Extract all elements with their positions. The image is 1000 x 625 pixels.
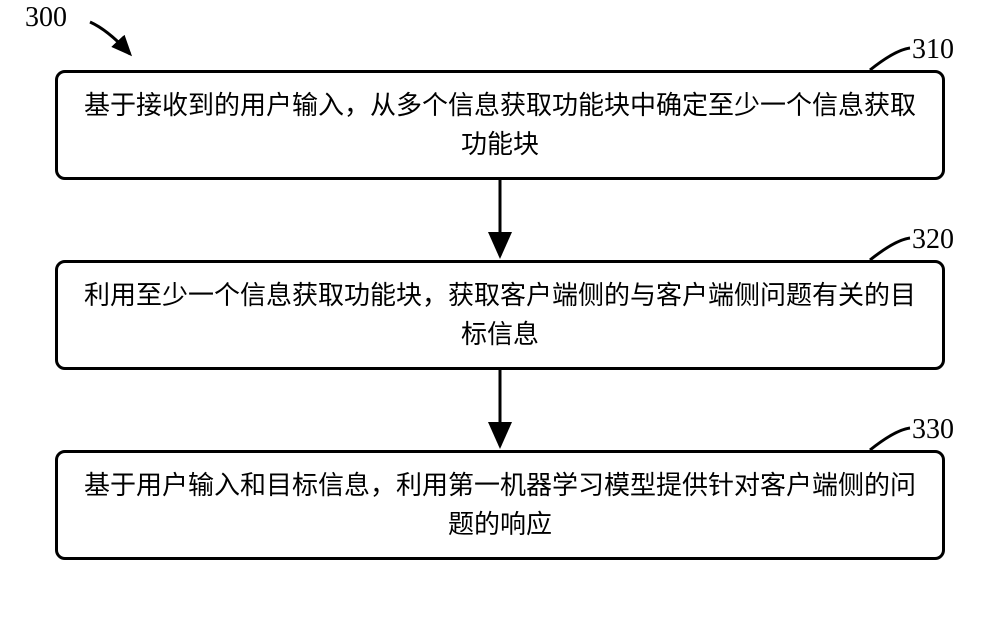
step-box-320: 利用至少一个信息获取功能块，获取客户端侧的与客户端侧问题有关的目标信息	[55, 260, 945, 370]
step-box-310: 基于接收到的用户输入，从多个信息获取功能块中确定至少一个信息获取功能块	[55, 70, 945, 180]
step-text: 基于接收到的用户输入，从多个信息获取功能块中确定至少一个信息获取功能块	[78, 86, 922, 164]
step-box-330: 基于用户输入和目标信息，利用第一机器学习模型提供针对客户端侧的问题的响应	[55, 450, 945, 560]
figure-ref-text: 300	[25, 2, 67, 33]
step-ref-text: 310	[912, 34, 954, 65]
flowchart-diagram: 300 基于接收到的用户输入，从多个信息获取功能块中确定至少一个信息获取功能块 …	[0, 0, 1000, 625]
step-text: 基于用户输入和目标信息，利用第一机器学习模型提供针对客户端侧的问题的响应	[78, 466, 922, 544]
step-ref-text: 330	[912, 414, 954, 445]
step-ref-text: 320	[912, 224, 954, 255]
step-text: 利用至少一个信息获取功能块，获取客户端侧的与客户端侧问题有关的目标信息	[78, 276, 922, 354]
figure-ref-label: 300	[25, 2, 67, 34]
step-ref-label-330: 330	[912, 414, 954, 446]
step-ref-label-320: 320	[912, 224, 954, 256]
step-ref-label-310: 310	[912, 34, 954, 66]
